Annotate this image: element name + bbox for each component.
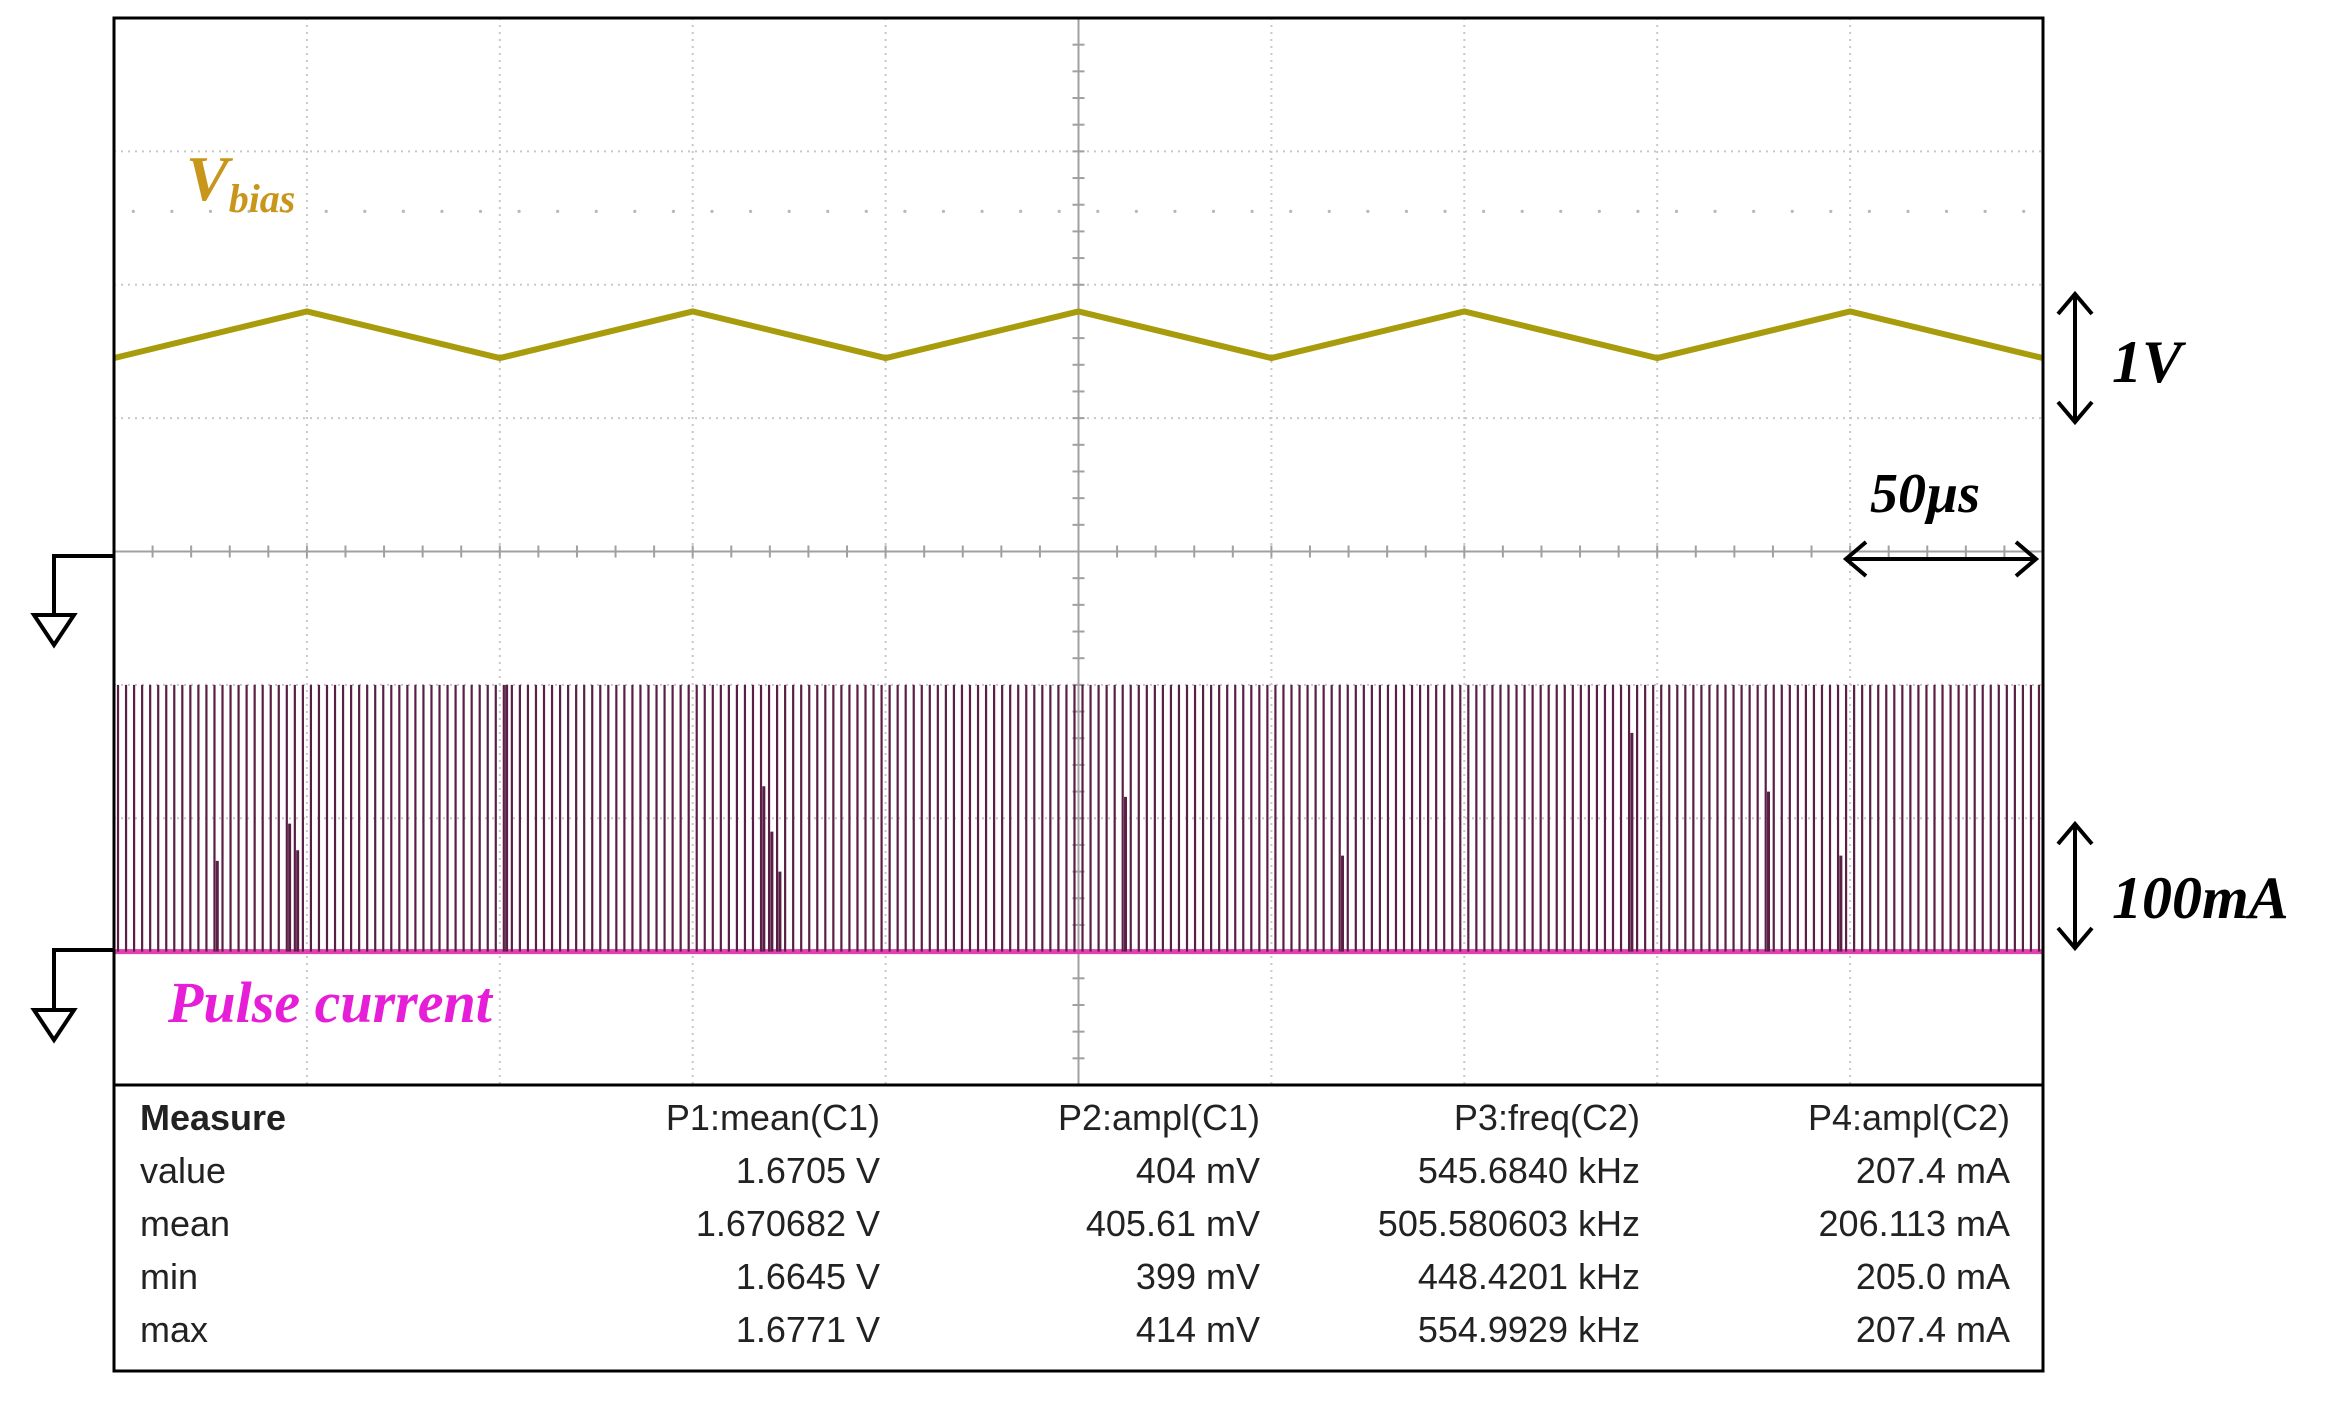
measure-cell: 399 mV xyxy=(1136,1256,1260,1297)
ref-dot xyxy=(1211,209,1216,213)
ref-dot xyxy=(1674,209,1679,213)
measure-cell: 1.6705 V xyxy=(736,1150,880,1191)
measure-row-label: min xyxy=(140,1256,198,1297)
measure-cell: 545.6840 kHz xyxy=(1418,1150,1640,1191)
ref-dot xyxy=(478,209,483,213)
ref-dot xyxy=(1944,209,1949,213)
timebase-arrow xyxy=(1842,540,2040,578)
scale-arrow-1v xyxy=(2056,290,2094,426)
ground-marker-ch2 xyxy=(30,948,114,1044)
ref-dot xyxy=(1597,209,1601,213)
ref-dot xyxy=(633,209,637,213)
scale-label-1v: 1V xyxy=(2112,329,2187,395)
ref-dot xyxy=(440,209,444,213)
measure-cell: 207.4 mA xyxy=(1856,1309,2010,1350)
measure-row-label: mean xyxy=(140,1203,230,1244)
ref-dot xyxy=(1983,209,1987,213)
scale-label-100ma: 100mA xyxy=(2112,865,2289,931)
measure-cell: 1.6645 V xyxy=(736,1256,880,1297)
pulse-current-label: Pulse current xyxy=(167,970,494,1035)
scale-arrow-100ma xyxy=(2056,820,2094,952)
ref-dot xyxy=(2022,209,2026,213)
ref-dot xyxy=(594,209,598,213)
measure-cell: 1.6771 V xyxy=(736,1309,880,1350)
ref-dot xyxy=(748,209,753,213)
vbias-label-sub: bias xyxy=(229,176,296,221)
ref-dot xyxy=(1019,209,1023,213)
ref-dot xyxy=(1250,209,1254,213)
ref-dot xyxy=(401,209,405,213)
measure-header-cell: P4:ampl(C2) xyxy=(1808,1097,2010,1138)
vbias-label: Vbias xyxy=(186,143,295,221)
ref-dot xyxy=(671,209,676,213)
timebase-label: 50µs xyxy=(1870,463,1980,525)
ref-dot xyxy=(1289,209,1293,213)
ground-marker-ch1 xyxy=(30,554,114,649)
ref-dot xyxy=(1906,209,1910,213)
ref-dot xyxy=(903,209,907,213)
measure-cell: 1.670682 V xyxy=(696,1203,880,1244)
measure-panel xyxy=(112,1083,2045,1373)
measure-cell: 207.4 mA xyxy=(1856,1150,2010,1191)
ref-dot xyxy=(1790,209,1794,213)
measure-row-label: max xyxy=(140,1309,208,1350)
ref-dot xyxy=(1867,209,1871,213)
measure-cell: 206.113 mA xyxy=(1819,1203,2010,1244)
measure-table: Measure P1:mean(C1) P2:ampl(C1) P3:freq(C2)… xyxy=(140,1097,2010,1350)
ref-dot xyxy=(1327,209,1331,213)
ref-dot xyxy=(1173,209,1177,213)
scope-grid xyxy=(113,17,2044,1086)
vbias-trace xyxy=(113,308,2044,362)
ref-dot xyxy=(787,209,791,213)
measure-cell: 448.4201 kHz xyxy=(1418,1256,1640,1297)
pulse-train xyxy=(116,684,2041,952)
ref-dot xyxy=(208,209,213,213)
ref-dot xyxy=(1829,209,1833,213)
measure-header-cell: P3:freq(C2) xyxy=(1454,1097,1640,1138)
ref-dot xyxy=(1481,209,1486,213)
ref-dot xyxy=(1443,209,1447,213)
ref-dot xyxy=(286,209,290,213)
measure-cell: 205.0 mA xyxy=(1856,1256,2010,1297)
ref-dot xyxy=(826,209,830,213)
measure-cell: 414 mV xyxy=(1136,1309,1260,1350)
ref-dot xyxy=(1520,209,1524,213)
measure-header-label: Measure xyxy=(140,1097,286,1138)
ref-dot xyxy=(1636,209,1640,213)
ref-dot xyxy=(1366,209,1370,213)
ref-dot xyxy=(710,209,714,213)
ref-dot xyxy=(517,209,521,213)
measure-header-cell: P1:mean(C1) xyxy=(666,1097,880,1138)
ref-dot xyxy=(170,209,174,213)
measure-cell: 505.580603 kHz xyxy=(1378,1203,1640,1244)
ref-dot xyxy=(1134,209,1138,213)
ref-dot xyxy=(1713,209,1717,213)
ref-dot xyxy=(941,209,946,213)
ref-dot xyxy=(324,209,328,213)
ref-dot xyxy=(1752,209,1756,213)
measure-cell: 554.9929 kHz xyxy=(1418,1309,1640,1350)
ref-dot xyxy=(247,209,251,213)
ref-dot xyxy=(363,209,367,213)
vbias-label-main: V xyxy=(186,143,234,214)
ref-dot xyxy=(1559,209,1563,213)
ref-dot xyxy=(1096,209,1100,213)
measure-header-cell: P2:ampl(C1) xyxy=(1058,1097,1260,1138)
measure-row-label: value xyxy=(140,1150,226,1191)
measure-cell: 404 mV xyxy=(1136,1150,1260,1191)
ref-dot xyxy=(1404,209,1409,213)
ref-dot xyxy=(556,209,560,213)
measure-cell: 405.61 mV xyxy=(1086,1203,1260,1244)
ref-dot xyxy=(864,209,868,213)
ref-dot xyxy=(980,209,984,213)
ref-dot xyxy=(1057,209,1061,213)
ref-dot xyxy=(131,209,135,213)
